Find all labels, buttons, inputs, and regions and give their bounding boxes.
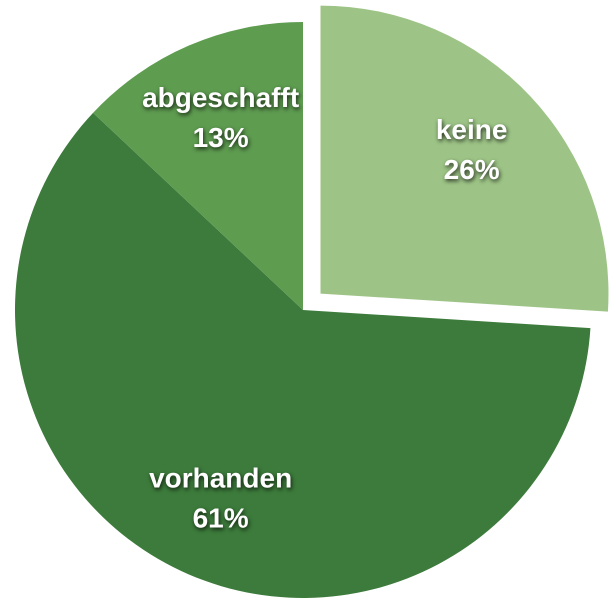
slice-label: keine (436, 114, 508, 145)
slice-value-label: 13% (193, 122, 249, 153)
slice-label: vorhanden (149, 463, 292, 494)
pie-slice (93, 22, 303, 310)
slice-label: abgeschafft (142, 82, 299, 113)
slice-value-label: 61% (193, 503, 249, 534)
pie-slice (14, 112, 591, 598)
pie-slice (320, 5, 609, 312)
slice-value-label: 26% (444, 154, 500, 185)
